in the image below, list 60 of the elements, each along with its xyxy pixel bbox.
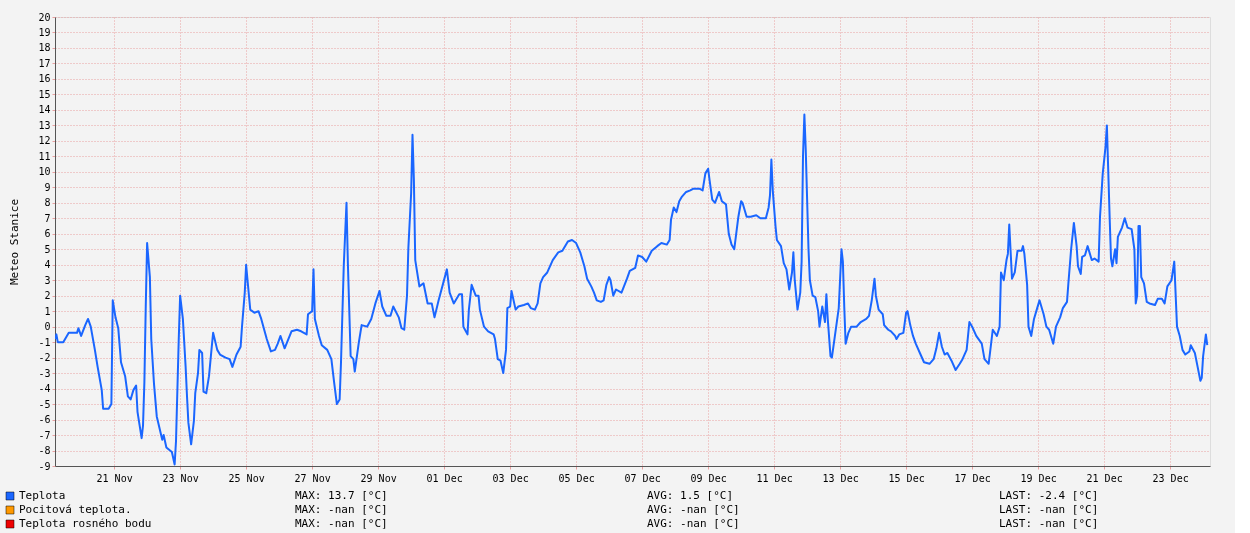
text: MAX: -nan [°C] — [295, 503, 388, 516]
y-tick-label: 12 — [38, 135, 51, 147]
x-tick-label: 17 Dec — [954, 472, 991, 484]
y-tick-label: 15 — [38, 88, 51, 100]
x-tick-label: 01 Dec — [426, 472, 463, 484]
legend-label: Teplota rosného bodu — [19, 517, 152, 530]
y-tick-label: 1 — [44, 305, 51, 317]
y-tick-label: 11 — [38, 150, 51, 162]
y-tick-label: 6 — [44, 228, 51, 240]
x-tick-label: 23 Nov — [162, 472, 199, 484]
y-tick-label: 5 — [44, 243, 51, 255]
text: AVG: 1.5 [°C] — [647, 489, 734, 502]
text: LAST: -nan [°C] — [999, 503, 1099, 516]
y-tick-label: 20 — [38, 11, 51, 23]
y-tick-label: 17 — [38, 57, 51, 69]
y-tick-label: 19 — [38, 26, 51, 38]
text: MAX: -nan [°C] — [295, 517, 388, 530]
y-tick-label: 0 — [44, 321, 51, 333]
y-tick-label: 2 — [44, 290, 51, 302]
x-tick-label: 21 Dec — [1086, 472, 1123, 484]
y-tick-label: -4 — [38, 383, 51, 395]
text: LAST: -nan [°C] — [999, 517, 1099, 530]
y-tick-label: 10 — [38, 166, 51, 178]
x-tick-label: 27 Nov — [294, 472, 331, 484]
legend-label: Teplota — [19, 489, 66, 502]
y-tick-label: 13 — [38, 119, 51, 131]
y-tick-label: 7 — [44, 212, 51, 224]
x-tick-label: 21 Nov — [96, 472, 133, 484]
y-tick-label: -9 — [38, 460, 51, 472]
legend-label: Pocitová teplota. — [19, 503, 132, 516]
x-tick-label: 07 Dec — [624, 472, 661, 484]
y-tick-label: -6 — [38, 414, 51, 426]
text: LAST: -2.4 [°C] — [999, 489, 1099, 502]
x-tick-label: 09 Dec — [690, 472, 727, 484]
x-tick-label: 03 Dec — [492, 472, 529, 484]
y-tick-label: 9 — [44, 181, 51, 193]
text: AVG: -nan [°C] — [647, 517, 740, 530]
y-tick-label: 4 — [44, 259, 51, 271]
y-tick-label: 14 — [38, 104, 51, 116]
x-tick-label: 11 Dec — [756, 472, 793, 484]
text: AVG: -nan [°C] — [647, 503, 740, 516]
y-tick-label: -5 — [38, 398, 51, 410]
x-tick-label: 19 Dec — [1020, 472, 1057, 484]
y-tick-label: 16 — [38, 73, 51, 85]
text: MAX: 13.7 [°C] — [295, 489, 388, 502]
x-tick-label: 13 Dec — [822, 472, 859, 484]
y-tick-label: -3 — [38, 367, 51, 379]
y-tick-label: -1 — [38, 336, 51, 348]
y-axis-title: Meteo Stanice — [8, 198, 22, 286]
x-tick-label: 05 Dec — [558, 472, 595, 484]
y-tick-label: 3 — [44, 274, 51, 286]
x-tick-label: 29 Nov — [360, 472, 397, 484]
y-tick-label: -2 — [38, 352, 51, 364]
x-tick-label: 23 Dec — [1152, 472, 1189, 484]
y-tick-label: -8 — [38, 445, 51, 457]
x-tick-label: 25 Nov — [228, 472, 265, 484]
x-tick-label: 15 Dec — [888, 472, 925, 484]
y-tick-label: 8 — [44, 197, 51, 209]
y-tick-label: 18 — [38, 42, 51, 54]
y-tick-label: -7 — [38, 429, 51, 441]
